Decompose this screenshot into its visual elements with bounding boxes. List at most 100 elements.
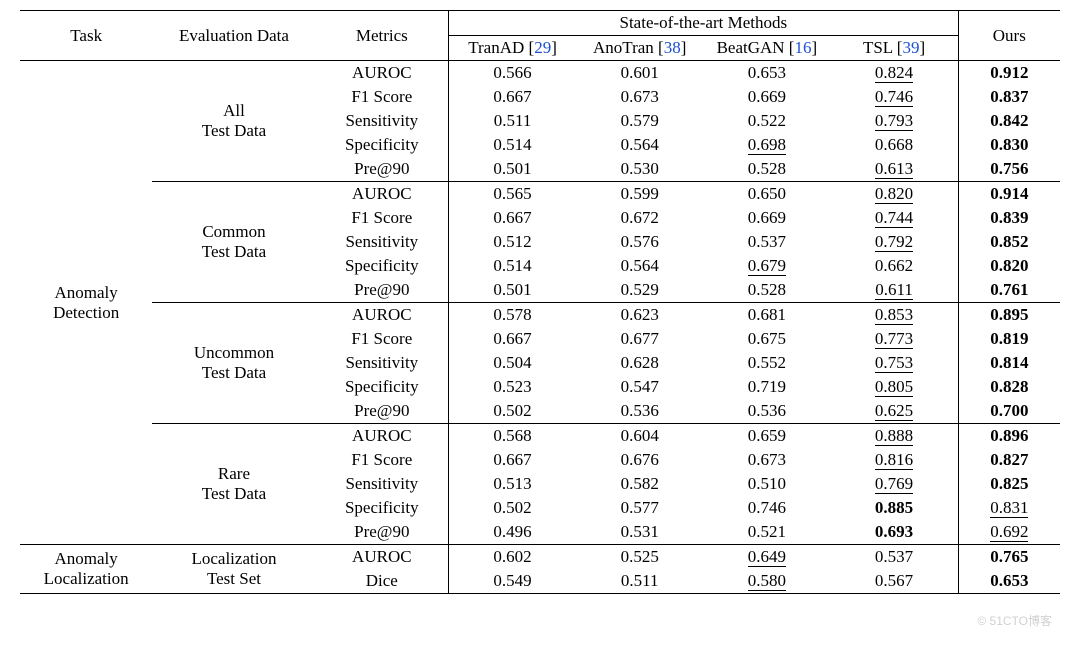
- value-cell: 0.576: [576, 230, 703, 254]
- metric-cell: Specificity: [316, 375, 449, 399]
- ours-cell: 0.828: [958, 375, 1060, 399]
- metric-cell: Sensitivity: [316, 230, 449, 254]
- evaldata-cell: UncommonTest Data: [152, 303, 315, 424]
- value-cell: 0.564: [576, 254, 703, 278]
- header-method-tranad: TranAD [29]: [448, 36, 576, 61]
- value-cell: 0.504: [448, 351, 576, 375]
- evaldata-cell: LocalizationTest Set: [152, 545, 315, 594]
- value-cell: 0.525: [576, 545, 703, 570]
- value-cell: 0.625: [830, 399, 958, 424]
- metric-cell: Pre@90: [316, 520, 449, 545]
- value-cell: 0.496: [448, 520, 576, 545]
- value-cell: 0.744: [830, 206, 958, 230]
- value-cell: 0.773: [830, 327, 958, 351]
- value-cell: 0.502: [448, 399, 576, 424]
- value-cell: 0.792: [830, 230, 958, 254]
- header-sota: State-of-the-art Methods: [448, 11, 958, 36]
- value-cell: 0.513: [448, 472, 576, 496]
- value-cell: 0.628: [576, 351, 703, 375]
- metric-cell: Pre@90: [316, 399, 449, 424]
- value-cell: 0.673: [576, 85, 703, 109]
- value-cell: 0.662: [830, 254, 958, 278]
- value-cell: 0.522: [703, 109, 830, 133]
- value-cell: 0.529: [576, 278, 703, 303]
- ours-cell: 0.825: [958, 472, 1060, 496]
- value-cell: 0.565: [448, 182, 576, 207]
- metric-cell: F1 Score: [316, 85, 449, 109]
- ours-cell: 0.895: [958, 303, 1060, 328]
- value-cell: 0.611: [830, 278, 958, 303]
- value-cell: 0.659: [703, 424, 830, 449]
- value-cell: 0.746: [830, 85, 958, 109]
- value-cell: 0.537: [703, 230, 830, 254]
- value-cell: 0.536: [576, 399, 703, 424]
- value-cell: 0.536: [703, 399, 830, 424]
- value-cell: 0.512: [448, 230, 576, 254]
- ours-cell: 0.837: [958, 85, 1060, 109]
- value-cell: 0.511: [576, 569, 703, 594]
- value-cell: 0.531: [576, 520, 703, 545]
- header-method-anotran: AnoTran [38]: [576, 36, 703, 61]
- value-cell: 0.567: [830, 569, 958, 594]
- task-cell: AnomalyLocalization: [20, 545, 152, 594]
- value-cell: 0.521: [703, 520, 830, 545]
- value-cell: 0.577: [576, 496, 703, 520]
- ours-cell: 0.761: [958, 278, 1060, 303]
- value-cell: 0.669: [703, 85, 830, 109]
- evaldata-cell: RareTest Data: [152, 424, 315, 545]
- value-cell: 0.673: [703, 448, 830, 472]
- metric-cell: Specificity: [316, 496, 449, 520]
- metric-cell: F1 Score: [316, 327, 449, 351]
- ours-cell: 0.830: [958, 133, 1060, 157]
- value-cell: 0.679: [703, 254, 830, 278]
- value-cell: 0.753: [830, 351, 958, 375]
- value-cell: 0.623: [576, 303, 703, 328]
- metric-cell: Pre@90: [316, 157, 449, 182]
- value-cell: 0.582: [576, 472, 703, 496]
- value-cell: 0.676: [576, 448, 703, 472]
- value-cell: 0.824: [830, 61, 958, 86]
- ours-cell: 0.914: [958, 182, 1060, 207]
- value-cell: 0.528: [703, 278, 830, 303]
- ours-cell: 0.819: [958, 327, 1060, 351]
- value-cell: 0.675: [703, 327, 830, 351]
- ours-cell: 0.814: [958, 351, 1060, 375]
- value-cell: 0.853: [830, 303, 958, 328]
- value-cell: 0.888: [830, 424, 958, 449]
- metric-cell: AUROC: [316, 424, 449, 449]
- value-cell: 0.568: [448, 424, 576, 449]
- ours-cell: 0.842: [958, 109, 1060, 133]
- metric-cell: AUROC: [316, 182, 449, 207]
- value-cell: 0.698: [703, 133, 830, 157]
- value-cell: 0.549: [448, 569, 576, 594]
- value-cell: 0.613: [830, 157, 958, 182]
- value-cell: 0.502: [448, 496, 576, 520]
- header-metrics: Metrics: [316, 11, 449, 61]
- value-cell: 0.501: [448, 278, 576, 303]
- metric-cell: Sensitivity: [316, 351, 449, 375]
- evaldata-cell: CommonTest Data: [152, 182, 315, 303]
- ours-cell: 0.756: [958, 157, 1060, 182]
- header-method-beatgan: BeatGAN [16]: [703, 36, 830, 61]
- value-cell: 0.677: [576, 327, 703, 351]
- value-cell: 0.769: [830, 472, 958, 496]
- value-cell: 0.672: [576, 206, 703, 230]
- value-cell: 0.746: [703, 496, 830, 520]
- value-cell: 0.566: [448, 61, 576, 86]
- metric-cell: Sensitivity: [316, 472, 449, 496]
- value-cell: 0.599: [576, 182, 703, 207]
- header-eval: Evaluation Data: [152, 11, 315, 61]
- value-cell: 0.793: [830, 109, 958, 133]
- metric-cell: Dice: [316, 569, 449, 594]
- value-cell: 0.601: [576, 61, 703, 86]
- evaldata-cell: AllTest Data: [152, 61, 315, 182]
- value-cell: 0.805: [830, 375, 958, 399]
- value-cell: 0.514: [448, 133, 576, 157]
- ours-cell: 0.912: [958, 61, 1060, 86]
- ours-cell: 0.896: [958, 424, 1060, 449]
- value-cell: 0.669: [703, 206, 830, 230]
- metric-cell: Specificity: [316, 133, 449, 157]
- value-cell: 0.510: [703, 472, 830, 496]
- ours-cell: 0.820: [958, 254, 1060, 278]
- ours-cell: 0.839: [958, 206, 1060, 230]
